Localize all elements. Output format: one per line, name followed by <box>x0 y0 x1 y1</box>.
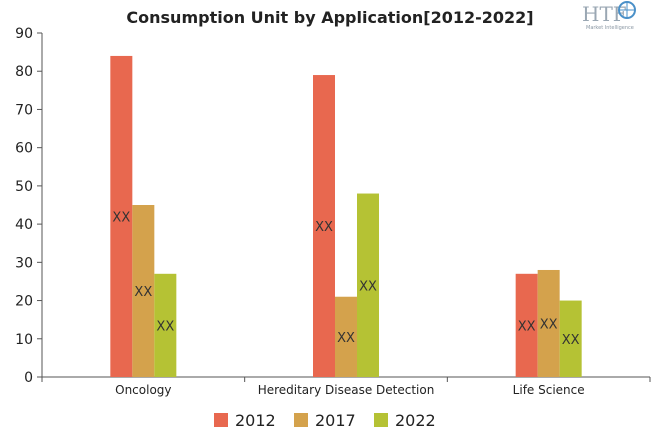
y-tick-label: 10 <box>15 332 33 348</box>
y-tick-label: 70 <box>15 102 33 118</box>
logo-subtext: Market Intelligence <box>586 25 634 31</box>
bar <box>559 300 582 377</box>
legend-swatch <box>214 413 228 427</box>
x-tick-label: Oncology <box>115 383 171 397</box>
data-label: XX <box>156 319 174 334</box>
y-tick-label: 50 <box>15 179 33 195</box>
bar <box>537 269 560 377</box>
bar <box>132 205 155 377</box>
data-label: XX <box>359 279 377 294</box>
y-tick-label: 60 <box>15 141 33 157</box>
logo: HTF Market Intelligence <box>582 1 636 31</box>
data-label: XX <box>540 317 558 332</box>
globe-icon <box>618 1 636 19</box>
y-tick-label: 30 <box>15 255 33 271</box>
chart-title: Consumption Unit by Application[2012-202… <box>126 8 533 27</box>
data-label: XX <box>518 319 536 334</box>
legend-label: 2017 <box>315 411 356 430</box>
data-labels: XX XX XX XX XX XX XX XX XX <box>112 210 579 347</box>
bar <box>335 296 357 377</box>
x-tick-label: Hereditary Disease Detection <box>258 383 435 397</box>
bar <box>110 55 133 377</box>
bars <box>110 55 582 378</box>
y-tick-label: 20 <box>15 294 33 310</box>
legend-label: 2022 <box>395 411 436 430</box>
y-tick-label: 0 <box>24 370 33 386</box>
legend-label: 2012 <box>235 411 276 430</box>
bar <box>313 75 335 378</box>
data-label: XX <box>134 285 152 300</box>
data-label: XX <box>315 220 333 235</box>
y-tick-label: 80 <box>15 64 33 80</box>
y-tick-label: 90 <box>15 26 33 42</box>
x-tick-label: Life Science <box>513 383 585 397</box>
legend-swatch <box>294 413 308 427</box>
bar <box>515 273 538 377</box>
y-tick-label: 40 <box>15 217 33 233</box>
data-label: XX <box>562 333 580 348</box>
bar <box>154 273 177 377</box>
data-label: XX <box>112 210 130 225</box>
data-label: XX <box>337 331 355 346</box>
legend-swatch <box>374 413 388 427</box>
legend: 2012 2017 2022 <box>214 411 436 430</box>
bar <box>357 193 379 377</box>
